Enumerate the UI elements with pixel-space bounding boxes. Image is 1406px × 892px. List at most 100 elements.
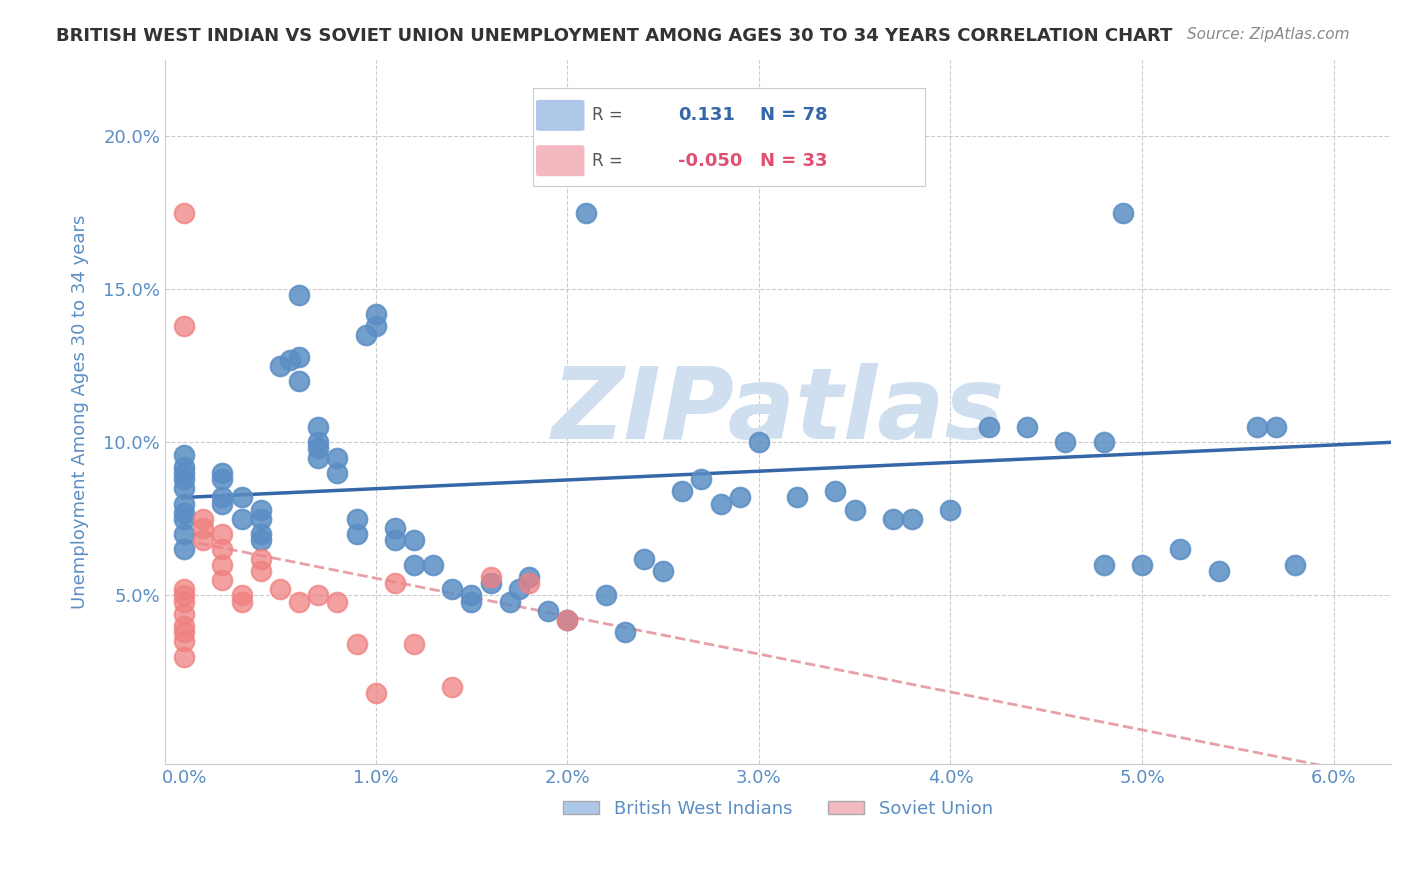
Point [249,512,271,526]
Point [671,484,693,499]
Point [249,533,271,548]
Point [613,625,636,640]
Point [173,466,195,480]
Point [346,512,368,526]
Point [384,533,406,548]
Point [193,533,215,548]
Point [249,502,271,516]
Point [326,450,349,465]
Point [939,502,962,516]
Point [1246,420,1268,434]
Point [402,533,425,548]
Point [441,582,464,597]
Point [231,491,253,505]
Point [249,527,271,541]
Point [173,318,195,333]
Point [1265,420,1288,434]
Point [633,551,655,566]
Point [728,491,751,505]
Point [278,352,301,367]
Point [575,205,598,219]
Point [173,448,195,462]
Point [173,634,195,648]
Point [844,502,866,516]
Point [231,594,253,608]
Point [307,442,329,456]
Point [1112,205,1135,219]
Point [1130,558,1153,572]
Point [1168,542,1191,557]
Point [211,466,233,480]
Point [422,558,444,572]
Point [346,527,368,541]
Point [384,521,406,535]
Point [364,307,387,321]
Point [173,472,195,486]
Point [211,472,233,486]
Point [173,589,195,603]
Point [479,570,502,584]
Point [288,594,311,608]
Point [307,435,329,450]
Point [479,576,502,591]
Point [173,594,195,608]
Point [307,589,329,603]
Point [231,589,253,603]
Point [173,527,195,541]
Point [824,484,846,499]
Point [402,637,425,651]
Point [1092,435,1115,450]
Point [499,594,522,608]
Point [173,542,195,557]
Point [269,582,291,597]
Text: ZIPatlas: ZIPatlas [551,363,1004,460]
Legend: British West Indians, Soviet Union: British West Indians, Soviet Union [555,793,1000,825]
Point [508,582,530,597]
Point [211,527,233,541]
Point [173,607,195,621]
Text: Source: ZipAtlas.com: Source: ZipAtlas.com [1187,27,1350,42]
Point [173,459,195,474]
Point [709,497,731,511]
Point [173,481,195,495]
Point [748,435,770,450]
Point [364,318,387,333]
Point [173,497,195,511]
Point [555,613,578,627]
Point [211,497,233,511]
Point [460,594,482,608]
Point [354,328,377,343]
Point [384,576,406,591]
Point [977,420,1000,434]
Point [1092,558,1115,572]
Point [402,558,425,572]
Point [346,637,368,651]
Point [901,512,924,526]
Point [173,205,195,219]
Point [364,686,387,700]
Point [173,619,195,633]
Point [173,582,195,597]
Point [460,589,482,603]
Point [211,542,233,557]
Point [441,680,464,694]
Point [173,649,195,664]
Point [595,589,617,603]
Point [173,506,195,520]
Point [269,359,291,373]
Point [1284,558,1306,572]
Point [555,613,578,627]
Point [173,625,195,640]
Point [231,512,253,526]
Point [193,521,215,535]
Point [652,564,675,578]
Point [1015,420,1038,434]
Point [173,512,195,526]
Point [288,288,311,302]
Point [307,420,329,434]
Point [249,551,271,566]
Point [882,512,904,526]
Point [193,512,215,526]
Point [690,472,713,486]
Point [288,350,311,364]
